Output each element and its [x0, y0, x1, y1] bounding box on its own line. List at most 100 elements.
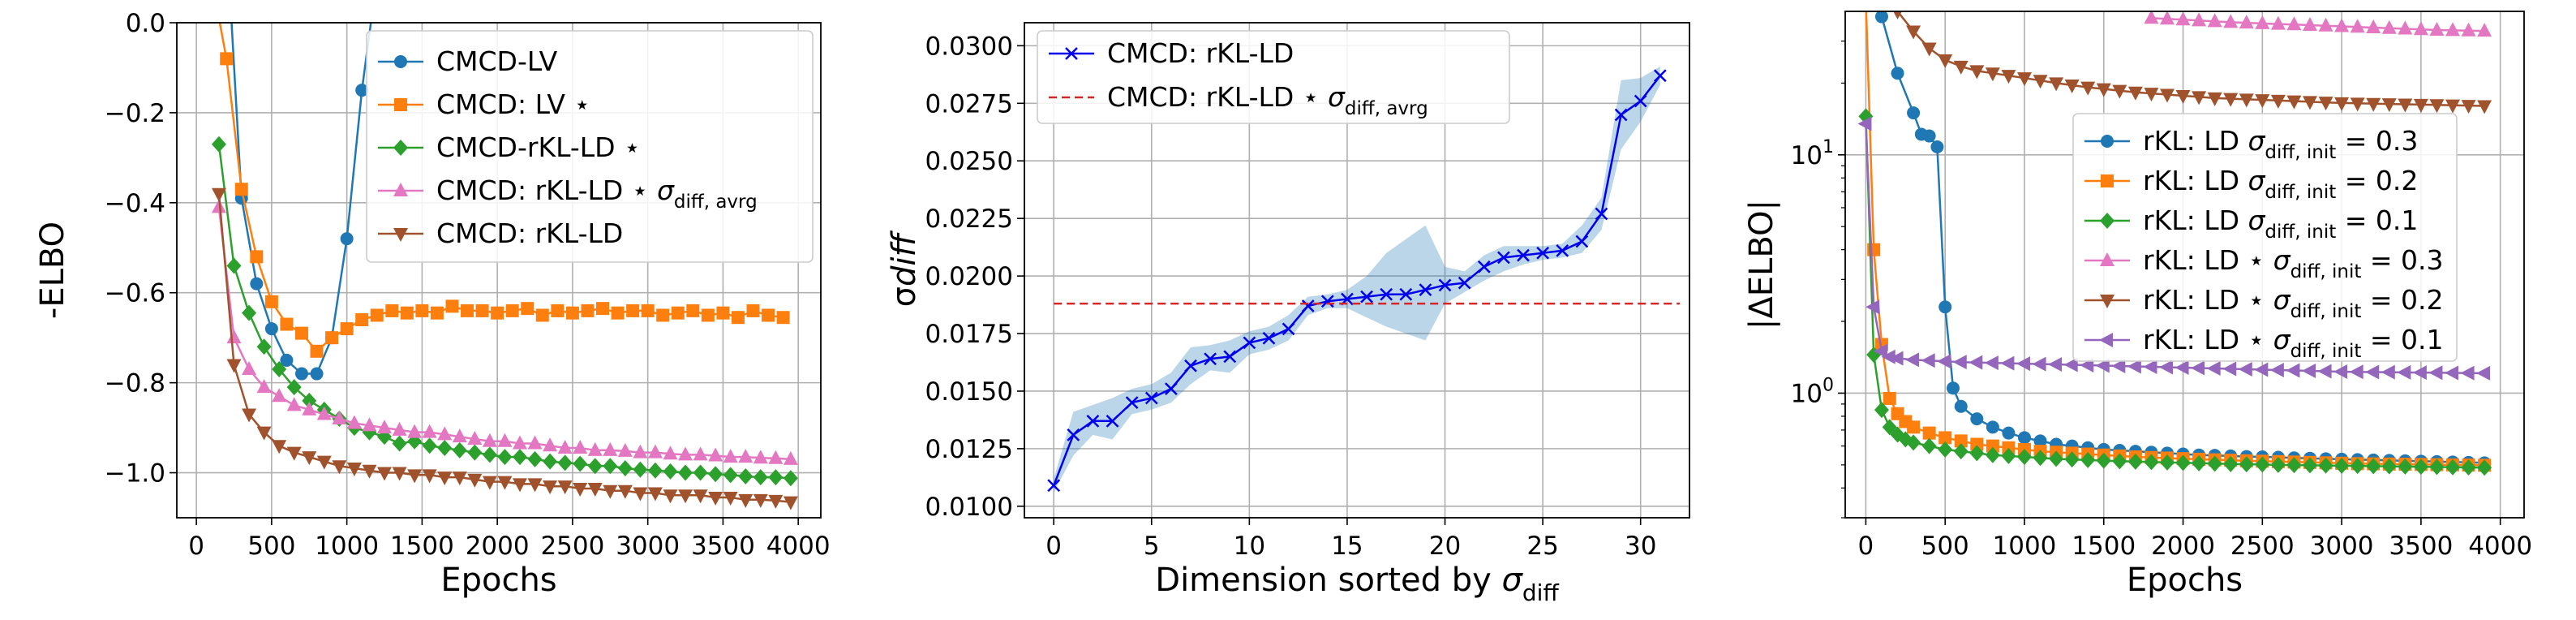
data-point — [2398, 20, 2413, 35]
data-point — [1969, 65, 1985, 80]
legend-label-subscript: diff, avrg — [1345, 98, 1428, 119]
data-point — [302, 451, 317, 466]
data-point — [1204, 352, 1217, 366]
data-point — [527, 478, 543, 493]
x-tick-label: 3000 — [616, 532, 680, 561]
data-point — [491, 306, 504, 320]
data-point — [1952, 355, 1967, 370]
data-point — [497, 476, 513, 490]
data-point — [1970, 412, 1984, 426]
data-point — [686, 304, 700, 317]
data-point — [264, 322, 278, 336]
data-point — [452, 441, 467, 459]
data-point — [762, 308, 775, 322]
data-point — [573, 440, 588, 454]
data-point — [242, 361, 257, 375]
legend-label-part: rKL: LD ⋆ — [2143, 324, 2273, 355]
legend-label-part: CMCD: LV ⋆ — [436, 88, 590, 120]
x-tick-label: 1500 — [390, 532, 454, 561]
data-point — [1921, 42, 1937, 57]
y-axis-label: σdiff — [886, 230, 923, 308]
legend-label-tail: = 0.1 — [2336, 205, 2418, 236]
data-point — [617, 484, 633, 499]
data-point — [617, 460, 633, 476]
series-line — [1053, 75, 1661, 486]
data-point — [362, 417, 377, 432]
data-point — [2477, 23, 2492, 37]
data-point — [1301, 299, 1315, 312]
data-point — [2033, 75, 2048, 89]
data-point — [2286, 16, 2302, 31]
data-point — [611, 306, 625, 320]
data-point — [671, 306, 685, 320]
data-point — [316, 455, 332, 470]
legend-label-part: rKL: LD — [2143, 125, 2248, 157]
data-point — [256, 426, 272, 441]
data-point — [2365, 364, 2380, 380]
data-point — [220, 52, 234, 66]
series-line — [2151, 16, 2485, 32]
data-point — [452, 428, 467, 443]
data-point — [2301, 364, 2316, 379]
legend-label-symbol: σ — [2273, 244, 2291, 276]
legend-label-symbol: σ — [2248, 165, 2266, 196]
data-point — [2033, 434, 2047, 448]
data-point — [2381, 98, 2397, 113]
data-point — [587, 482, 603, 497]
data-point — [768, 469, 784, 486]
x-tick-label: 3000 — [2310, 532, 2374, 561]
legend-label: CMCD: rKL-LD — [1107, 37, 1294, 69]
legend-label-symbol: σ — [657, 174, 675, 206]
legend-marker — [2100, 213, 2114, 229]
data-point — [310, 367, 324, 381]
y-tick-exponent: 0 — [1823, 375, 1834, 395]
data-point — [1968, 355, 1983, 370]
axes-frame — [1844, 11, 2525, 519]
data-point — [2175, 454, 2191, 471]
data-point — [1873, 343, 1887, 359]
data-point — [286, 446, 302, 461]
data-point — [325, 331, 339, 345]
data-point — [415, 304, 429, 317]
data-point — [2127, 359, 2141, 374]
y-tick-label: 100 — [1791, 375, 1834, 408]
data-point — [2016, 356, 2030, 372]
data-point — [1930, 140, 1944, 153]
series-1 — [1047, 66, 1667, 493]
x-tick-label: 25 — [1526, 532, 1558, 561]
y-tick-label: 0.0 — [126, 9, 165, 38]
legend-label: CMCD: rKL-LD — [436, 217, 623, 249]
legend-marker — [2099, 333, 2113, 347]
legend-label-part: CMCD: rKL-LD ⋆ — [436, 174, 657, 206]
data-point — [226, 359, 242, 373]
data-point — [1164, 382, 1178, 395]
data-point — [2127, 86, 2143, 101]
data-point — [708, 447, 723, 462]
data-point — [2127, 453, 2143, 470]
data-point — [2016, 72, 2032, 87]
legend-marker — [2101, 174, 2114, 187]
chart-panel-1: 0 500 1000 1500 2000 2500 3000 3500 4000 0.0 −0.2 −… — [34, 9, 831, 599]
data-point — [2428, 365, 2443, 381]
data-point — [1634, 94, 1647, 108]
data-point — [587, 441, 603, 456]
data-point — [1106, 414, 1119, 428]
data-point — [633, 487, 648, 502]
legend-label: rKL: LD σdiff, init = 0.2 — [2143, 165, 2418, 203]
data-point — [738, 493, 753, 508]
data-point — [1243, 336, 1256, 350]
data-point — [2445, 459, 2460, 476]
data-point — [693, 464, 708, 481]
legend-marker — [394, 55, 407, 68]
data-point — [2175, 360, 2189, 375]
data-point — [2255, 456, 2270, 473]
x-tick-label: 500 — [247, 532, 295, 561]
data-point — [2444, 365, 2458, 381]
data-point — [2095, 358, 2110, 373]
data-point — [392, 435, 407, 452]
data-point — [2413, 459, 2428, 476]
plot-area — [1857, 11, 2492, 476]
data-point — [2381, 364, 2395, 380]
legend-marker — [393, 183, 408, 196]
data-point — [302, 401, 317, 415]
